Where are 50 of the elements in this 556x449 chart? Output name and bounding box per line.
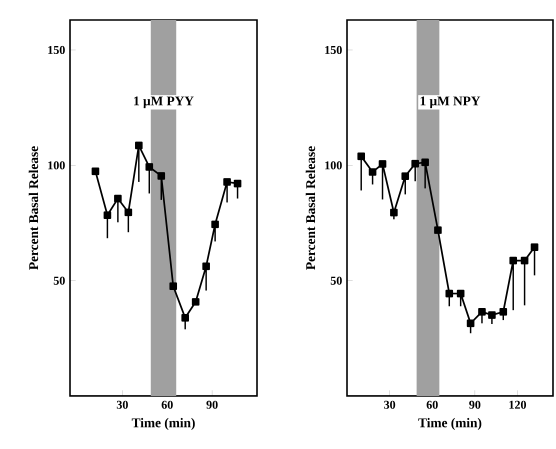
point xyxy=(234,180,242,188)
point xyxy=(434,226,442,234)
point xyxy=(135,142,143,150)
y-tick-label: 50 xyxy=(330,276,342,285)
point xyxy=(411,160,419,168)
point xyxy=(421,158,429,166)
x-tick-label: 30 xyxy=(384,400,396,409)
point xyxy=(401,172,410,180)
point xyxy=(92,168,100,176)
x-axis-title: Time (min) xyxy=(132,418,195,430)
point xyxy=(466,320,474,328)
point xyxy=(509,256,518,264)
x-tick-label: 60 xyxy=(162,400,173,409)
x-tick-label: 30 xyxy=(116,400,128,409)
y-tick-label: 150 xyxy=(48,46,65,54)
point xyxy=(124,208,132,216)
point xyxy=(488,311,496,319)
point xyxy=(202,262,210,270)
point xyxy=(478,308,486,316)
x-tick-label: 90 xyxy=(206,400,218,409)
point xyxy=(445,290,454,298)
y-tick-label: 100 xyxy=(48,161,65,170)
x-tick-label: 120 xyxy=(509,400,526,409)
text: 1 μM NPY xyxy=(420,96,480,108)
point xyxy=(157,172,166,180)
point xyxy=(169,282,178,290)
point xyxy=(456,290,464,298)
point xyxy=(181,314,189,322)
y-tick-label: 50 xyxy=(54,276,65,285)
y-axis-title: Percent Basal Release xyxy=(28,146,38,270)
point xyxy=(357,152,366,160)
y-tick-label: 150 xyxy=(325,46,342,54)
y-tick-label: 100 xyxy=(325,161,342,170)
point xyxy=(530,243,538,252)
text: 1 μM PYY xyxy=(134,96,194,108)
point xyxy=(378,160,386,168)
point xyxy=(223,178,231,186)
y-axis-title: Percent Basal Release xyxy=(306,146,316,270)
point xyxy=(368,168,376,176)
point xyxy=(211,220,219,228)
point xyxy=(192,298,200,306)
x-tick-label: 60 xyxy=(426,400,438,409)
x-tick-label: 90 xyxy=(469,400,480,409)
point xyxy=(499,308,508,316)
point xyxy=(145,163,154,171)
point xyxy=(390,208,398,216)
x-axis-title: Time (min) xyxy=(418,418,482,430)
point xyxy=(104,211,112,219)
point xyxy=(114,194,122,202)
point xyxy=(520,256,528,264)
